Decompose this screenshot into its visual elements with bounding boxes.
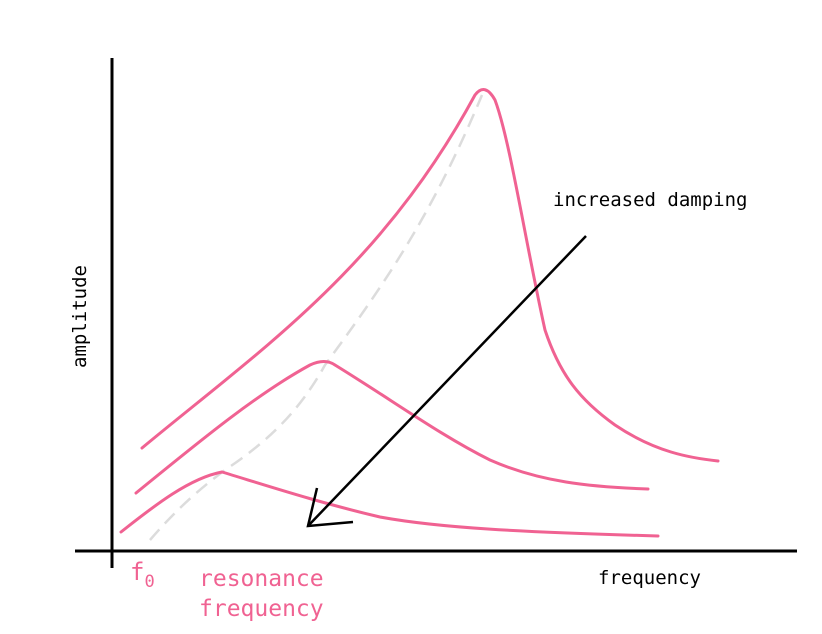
resonance-peak-trace (149, 94, 484, 541)
damping-arrow-head (306, 487, 354, 528)
curve-medium-damping (134, 360, 650, 495)
f0-label: f0 (130, 558, 155, 592)
resonance-label-line1: resonance (199, 566, 324, 592)
resonance-label-line2: frequency (199, 596, 324, 622)
f0-subscript: 0 (144, 572, 154, 592)
x-axis-label: frequency (598, 567, 701, 589)
curve-low-damping (140, 88, 720, 463)
annotation-label: increased damping (553, 189, 747, 211)
curve-high-damping (119, 470, 660, 538)
f0-base: f (130, 558, 144, 586)
damping-arrow-shaft (307, 235, 587, 527)
y-axis-label: amplitude (69, 265, 91, 368)
